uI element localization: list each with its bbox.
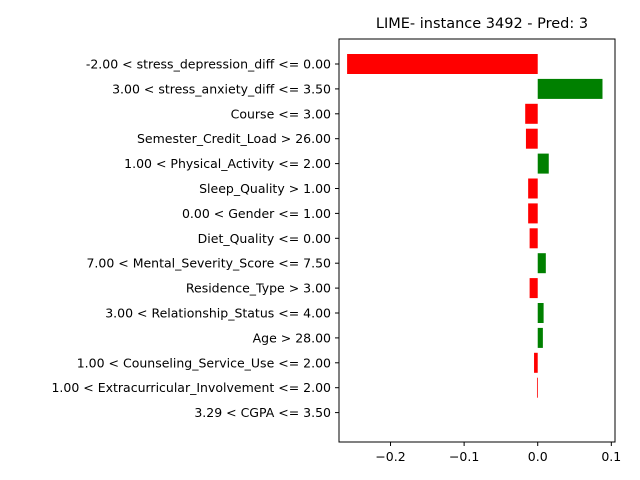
y-label-0: -2.00 < stress_depression_diff <= 0.00 [86,57,331,72]
chart-title: LIME- instance 3492 - Pred: 3 [376,16,588,32]
x-tick-label-3: 0.1 [601,449,621,464]
bar-1 [537,78,603,99]
bar-11 [537,327,543,348]
y-label-8: 7.00 < Mental_Severity_Score <= 7.50 [86,256,331,271]
y-label-12: 1.00 < Counseling_Service_Use <= 2.00 [77,355,331,370]
y-label-1: 3.00 < stress_anxiety_diff <= 3.50 [112,81,331,96]
y-label-4: 1.00 < Physical_Activity <= 2.00 [124,156,331,171]
bar-6 [528,203,538,224]
x-tick-label-0: −0.2 [375,449,405,464]
y-labels-group: -2.00 < stress_depression_diff <= 0.00 3.… [51,57,339,420]
y-label-7: Diet_Quality <= 0.00 [198,231,331,246]
y-label-2: Course <= 3.00 [231,106,331,121]
y-label-3: Semester_Credit_Load > 26.00 [137,131,331,146]
bar-7 [529,228,538,249]
bar-8 [537,253,546,274]
y-label-10: 3.00 < Relationship_Status <= 4.00 [105,306,331,321]
y-label-13: 1.00 < Extracurricular_Involvement <= 2.… [51,380,331,395]
bar-2 [525,103,538,124]
bar-10 [537,303,544,323]
bar-0 [347,54,538,74]
plot-frame [338,38,616,443]
x-tick-label-2: 0.0 [528,449,548,464]
bars-group [347,54,603,398]
y-label-11: Age > 28.00 [253,330,331,345]
y-label-9: Residence_Type > 3.00 [186,281,331,296]
x-ticks-group: −0.2 −0.1 0.0 0.1 [375,442,621,464]
bar-13 [536,377,538,398]
bar-12 [534,352,538,373]
y-label-5: Sleep_Quality > 1.00 [199,181,331,196]
bar-3 [525,128,538,149]
y-label-14: 3.29 < CGPA <= 3.50 [194,405,331,420]
bar-5 [528,178,538,199]
x-tick-label-1: −0.1 [449,449,479,464]
bar-4 [537,153,549,174]
bar-9 [529,278,538,299]
y-label-6: 0.00 < Gender <= 1.00 [182,206,331,221]
